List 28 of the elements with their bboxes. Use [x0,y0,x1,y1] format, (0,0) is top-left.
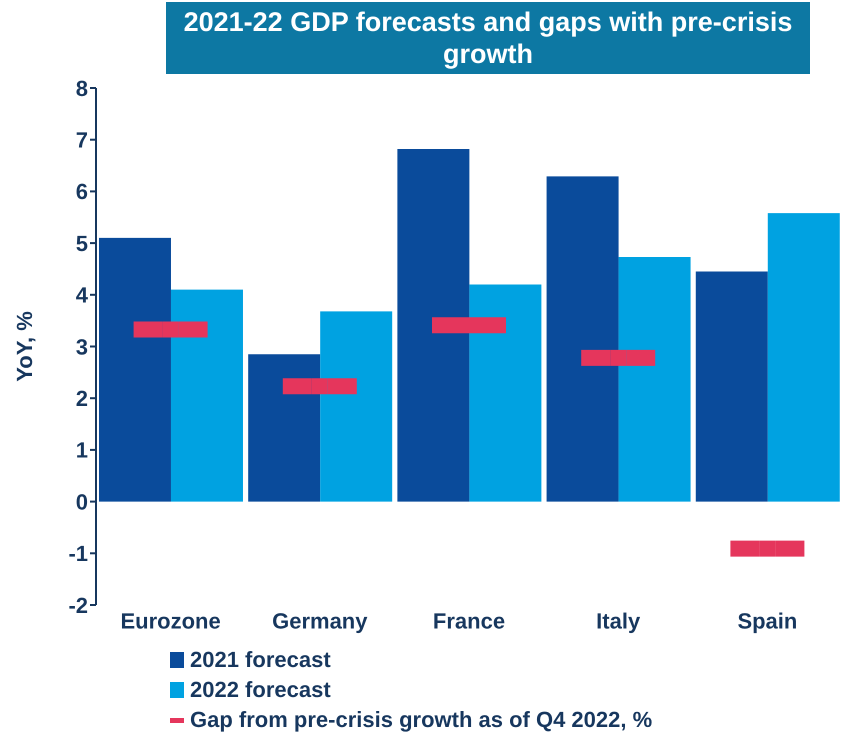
legend-label: 2021 forecast [190,647,331,673]
bar [768,213,840,502]
legend-label: 2022 forecast [190,677,331,703]
point [162,321,179,338]
chart-title: 2021-22 GDP forecasts and gaps with pre-crisis growth [166,2,810,74]
y-tick-label: -2 [68,592,88,618]
point [610,350,626,366]
x-tick-label: Spain [737,608,798,634]
y-tick-label: 5 [76,230,88,256]
point [461,317,477,334]
y-tick-label: 8 [76,76,88,101]
legend-label: Gap from pre-crisis growth as of Q4 2022, % [190,707,652,733]
point [312,378,328,394]
y-tick-label: 7 [76,128,88,153]
y-tick-label: 0 [76,489,88,514]
point [759,540,776,557]
x-tick-label: France [432,608,506,634]
y-tick-label: 6 [76,179,88,204]
y-axis-title: YoY, % [12,311,37,382]
x-tick-label: Italy [596,608,641,634]
y-tick-label: 3 [76,334,88,360]
x-tick-label: Eurozone [120,608,221,634]
x-tick-label: Germany [272,608,368,634]
y-tick-label: 4 [76,282,89,308]
y-tick-label: -1 [68,541,88,566]
y-tick-label: 1 [76,438,88,463]
y-tick-label: 2 [76,386,88,412]
bar [696,272,768,502]
